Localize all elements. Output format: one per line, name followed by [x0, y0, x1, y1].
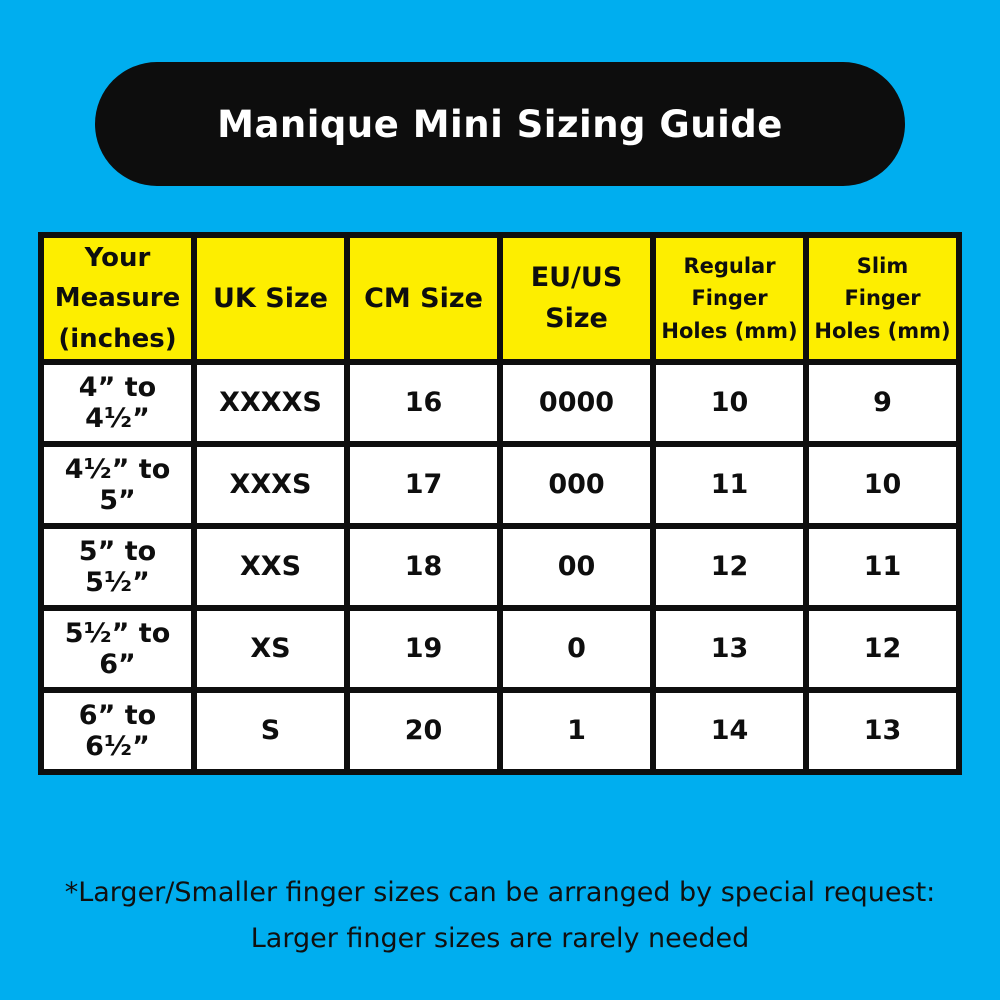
cell-slim-holes: 13 — [803, 686, 962, 775]
title-banner: Manique Mini Sizing Guide — [95, 62, 905, 186]
cell-cm-size: 17 — [344, 440, 503, 529]
cell-measure: 5” to 5¹⁄₂” — [38, 522, 197, 611]
cell-slim-holes: 9 — [803, 358, 962, 447]
cell-regular-holes: 12 — [650, 522, 809, 611]
cell-slim-holes: 10 — [803, 440, 962, 529]
cell-slim-holes: 11 — [803, 522, 962, 611]
cell-uk-size: S — [191, 686, 350, 775]
cell-eu-us-size: 0000 — [497, 358, 656, 447]
cell-eu-us-size: 0 — [497, 604, 656, 693]
cell-uk-size: XXS — [191, 522, 350, 611]
cell-uk-size: XS — [191, 604, 350, 693]
cell-cm-size: 20 — [344, 686, 503, 775]
table-row: 4¹⁄₂” to 5” XXXS 17 000 11 10 — [38, 440, 962, 529]
table-row: 4” to 4¹⁄₂” XXXXS 16 0000 10 9 — [38, 358, 962, 447]
table-row: 5¹⁄₂” to 6” XS 19 0 13 12 — [38, 604, 962, 693]
sizing-table: Your Measure (inches) UK Size CM Size EU… — [38, 232, 962, 775]
table-row: 6” to 6¹⁄₂” S 20 1 14 13 — [38, 686, 962, 775]
header-row: Your Measure (inches) UK Size CM Size EU… — [38, 232, 962, 365]
cell-measure: 6” to 6¹⁄₂” — [38, 686, 197, 775]
cell-cm-size: 18 — [344, 522, 503, 611]
column-header-measure: Your Measure (inches) — [38, 232, 197, 365]
column-header-uk-size: UK Size — [191, 232, 350, 365]
cell-uk-size: XXXS — [191, 440, 350, 529]
cell-regular-holes: 10 — [650, 358, 809, 447]
cell-cm-size: 19 — [344, 604, 503, 693]
cell-regular-holes: 13 — [650, 604, 809, 693]
cell-measure: 4¹⁄₂” to 5” — [38, 440, 197, 529]
cell-eu-us-size: 00 — [497, 522, 656, 611]
cell-regular-holes: 11 — [650, 440, 809, 529]
page-title: Manique Mini Sizing Guide — [217, 102, 783, 146]
footnote: *Larger/Smaller finger sizes can be arra… — [0, 870, 1000, 962]
cell-cm-size: 16 — [344, 358, 503, 447]
column-header-regular-holes: Regular Finger Holes (mm) — [650, 232, 809, 365]
cell-slim-holes: 12 — [803, 604, 962, 693]
table-row: 5” to 5¹⁄₂” XXS 18 00 12 11 — [38, 522, 962, 611]
cell-uk-size: XXXXS — [191, 358, 350, 447]
cell-measure: 5¹⁄₂” to 6” — [38, 604, 197, 693]
cell-eu-us-size: 000 — [497, 440, 656, 529]
column-header-slim-holes: Slim Finger Holes (mm) — [803, 232, 962, 365]
footnote-line-2: Larger finger sizes are rarely needed — [250, 922, 750, 954]
footnote-line-1: *Larger/Smaller finger sizes can be arra… — [64, 877, 936, 908]
column-header-eu-us-size: EU/US Size — [497, 232, 656, 365]
cell-eu-us-size: 1 — [497, 686, 656, 775]
cell-regular-holes: 14 — [650, 686, 809, 775]
column-header-cm-size: CM Size — [344, 232, 503, 365]
cell-measure: 4” to 4¹⁄₂” — [38, 358, 197, 447]
